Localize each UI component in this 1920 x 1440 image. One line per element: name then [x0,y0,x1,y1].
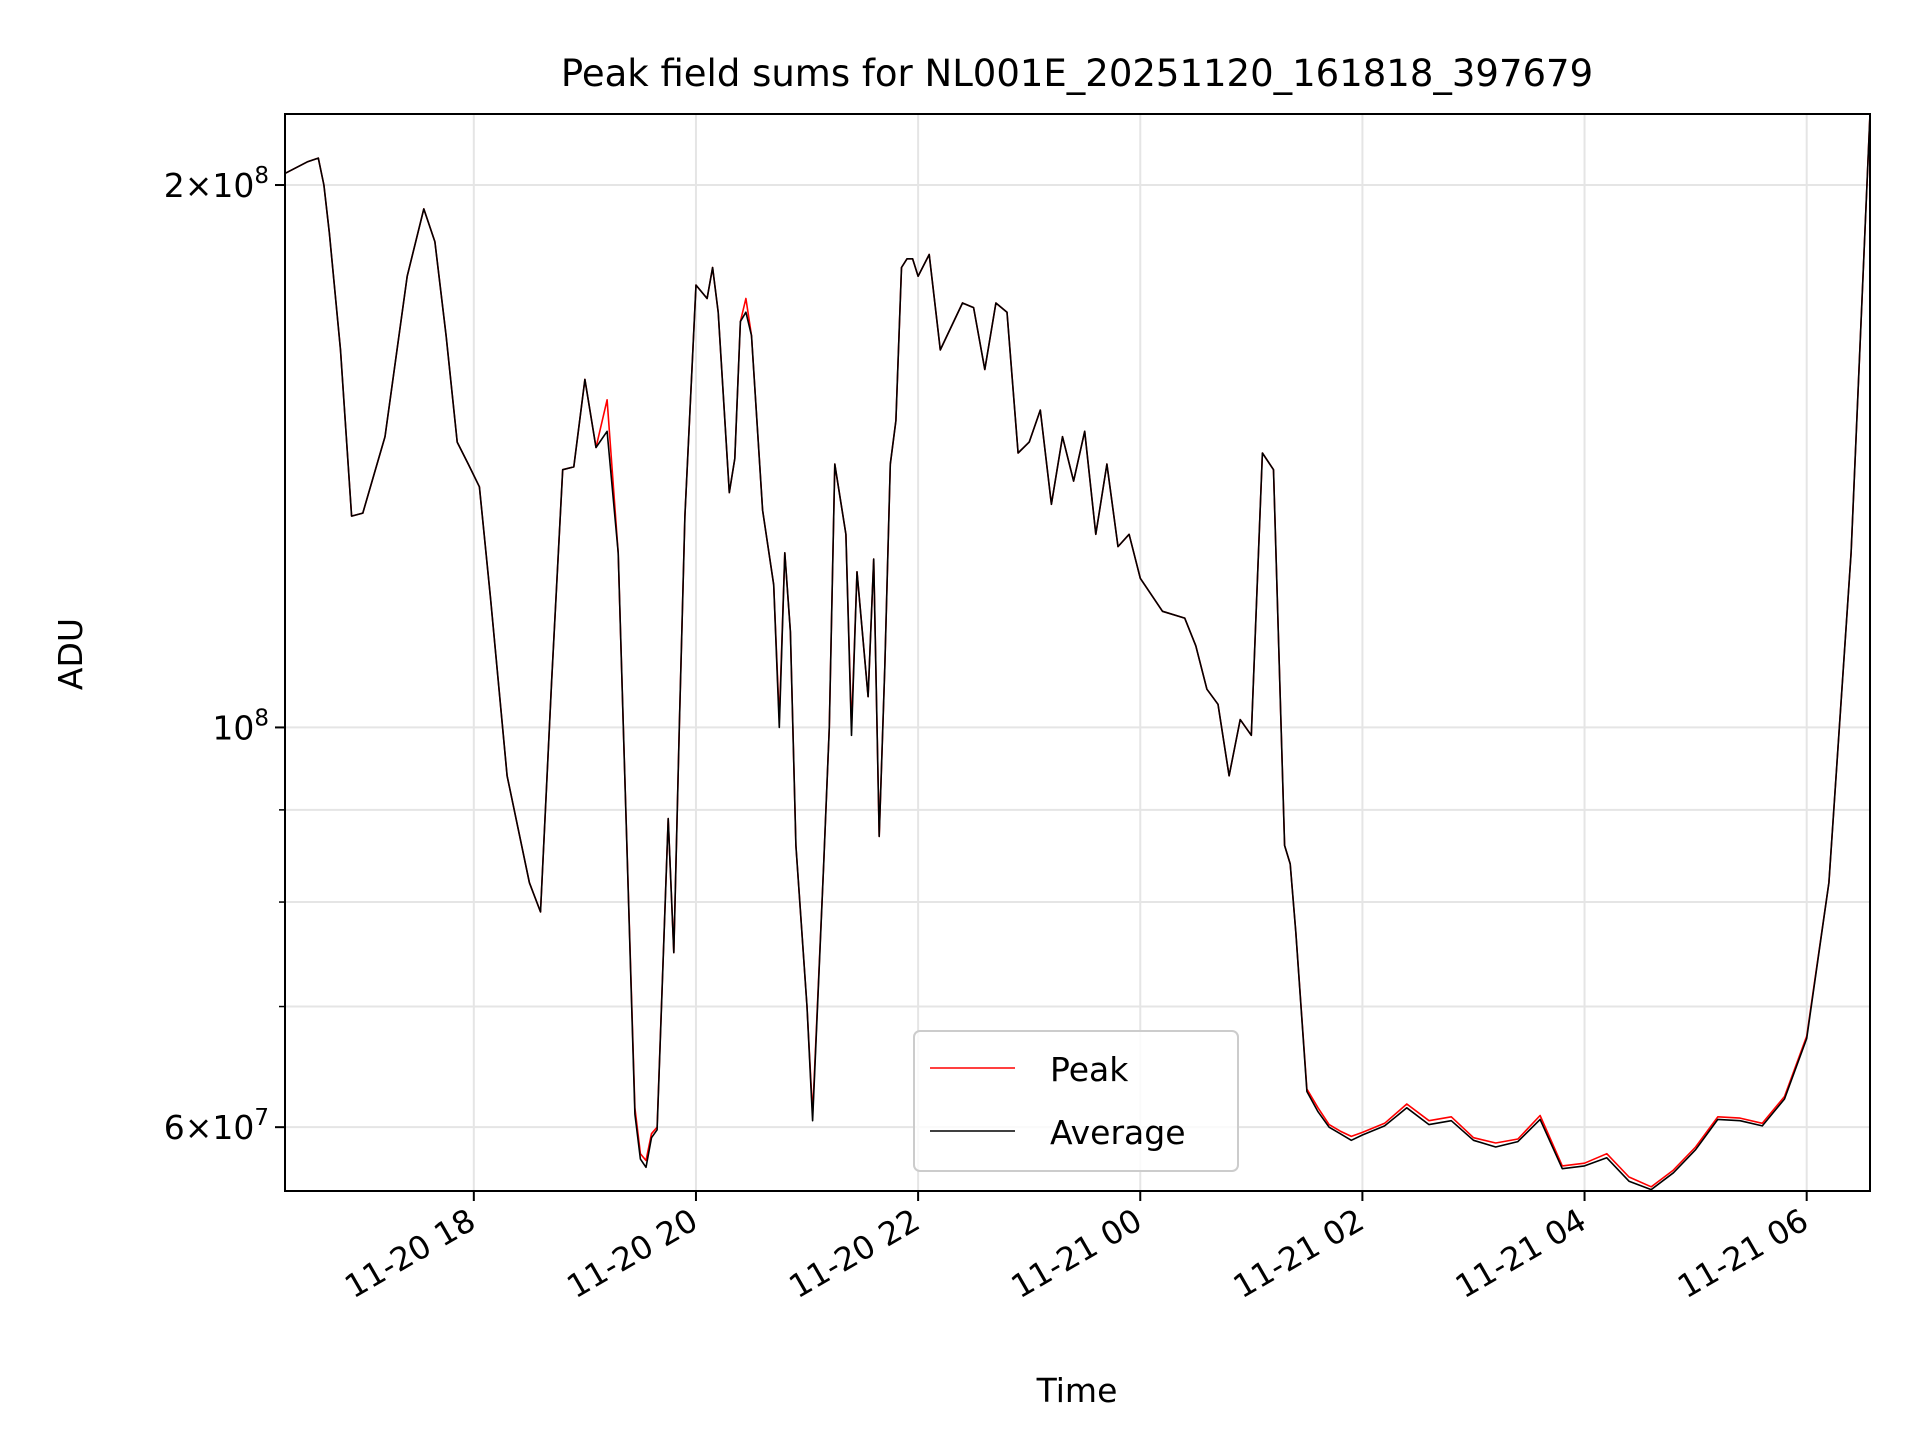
y-axis: 6×107 108 2×108 [164,163,285,1147]
x-axis-label: Time [1036,1371,1118,1410]
grid [285,114,1870,1191]
legend: Peak Average [913,1030,1239,1172]
plot-frame [284,113,1871,1192]
legend-peak-label: Peak [1050,1050,1129,1089]
chart-title: Peak field sums for NL001E_20251120_1618… [561,52,1593,95]
series-line-average [284,113,1871,1191]
series-group [284,113,1871,1191]
legend-box [913,1030,1239,1172]
y-tick-label: 2×108 [164,163,269,205]
y-axis-label: ADU [51,618,90,690]
y-tick-label: 6×107 [164,1105,269,1147]
y-tick-label: 108 [212,705,269,747]
legend-average-label: Average [1050,1113,1186,1152]
